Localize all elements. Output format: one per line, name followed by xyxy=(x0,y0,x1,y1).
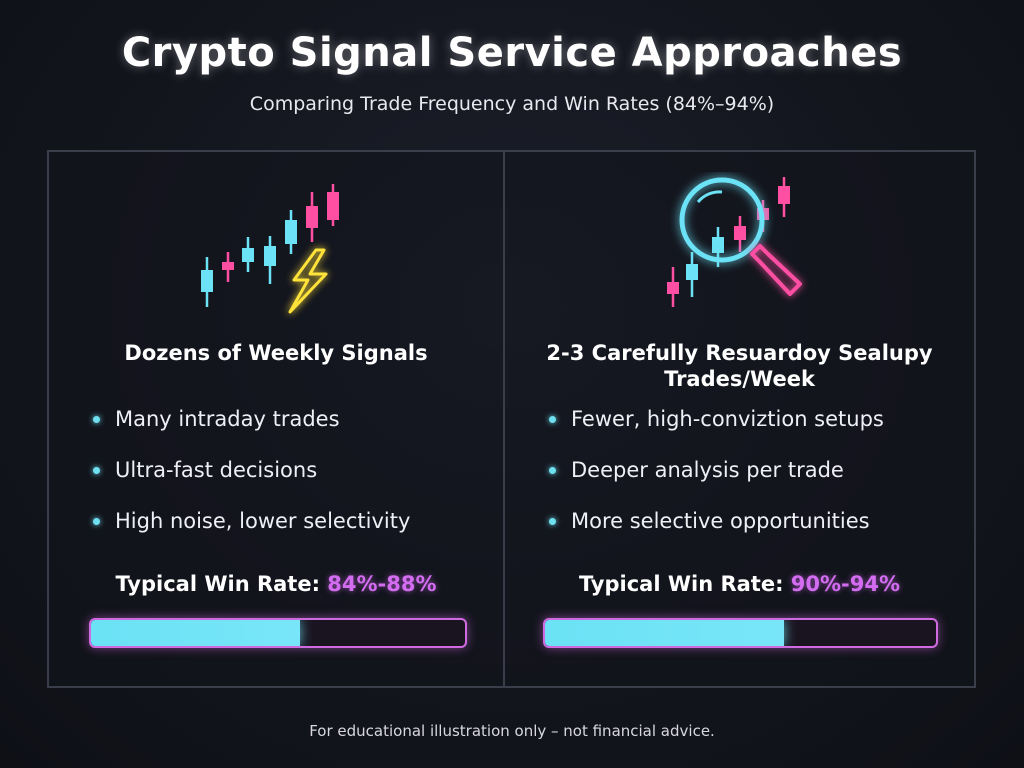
left-win-rate-bar xyxy=(89,618,467,648)
right-win-rate: Typical Win Rate: 90%-94% xyxy=(505,572,974,596)
right-heading: 2-3 Carefully Resuardoy Sealupy Trades/W… xyxy=(505,340,974,392)
right-heading-line1: 2-3 Carefully Resuardoy Sealupy xyxy=(546,341,933,365)
disclaimer-footer: For educational illustration only – not … xyxy=(309,722,715,740)
left-heading: Dozens of Weekly Signals xyxy=(124,341,428,365)
right-win-rate-bar xyxy=(543,618,938,648)
left-bullet-list: Many intraday trades Ultra-fast decision… xyxy=(91,404,410,557)
panel-frequent-signals: Dozens of Weekly Signals Many intraday t… xyxy=(47,150,505,688)
magnifier-candlestick-icon xyxy=(505,172,974,322)
right-bullet-list: Fewer, high-conviztion setups Deeper ana… xyxy=(547,404,884,557)
win-rate-value: 90%-94% xyxy=(790,572,901,596)
list-item: Ultra-fast decisions xyxy=(91,455,410,506)
list-item: Many intraday trades xyxy=(91,404,410,455)
left-win-rate: Typical Win Rate: 84%-88% xyxy=(49,572,503,596)
win-rate-label: Typical Win Rate: xyxy=(578,572,784,596)
list-item: More selective opportunities xyxy=(547,506,884,557)
win-rate-bar-fill xyxy=(91,620,301,646)
page-title: Crypto Signal Service Approaches xyxy=(121,30,903,76)
win-rate-value: 84%-88% xyxy=(327,572,437,596)
candlestick-lightning-icon xyxy=(49,172,503,322)
panel-selective-signals: 2-3 Carefully Resuardoy Sealupy Trades/W… xyxy=(503,150,976,688)
list-item: High noise, lower selectivity xyxy=(91,506,410,557)
page-subtitle: Comparing Trade Frequency and Win Rates … xyxy=(249,93,775,115)
right-heading-line2: Trades/Week xyxy=(664,367,815,391)
win-rate-bar-fill xyxy=(545,620,784,646)
list-item: Fewer, high-conviztion setups xyxy=(547,404,884,455)
list-item: Deeper analysis per trade xyxy=(547,455,884,506)
win-rate-label: Typical Win Rate: xyxy=(115,572,320,596)
